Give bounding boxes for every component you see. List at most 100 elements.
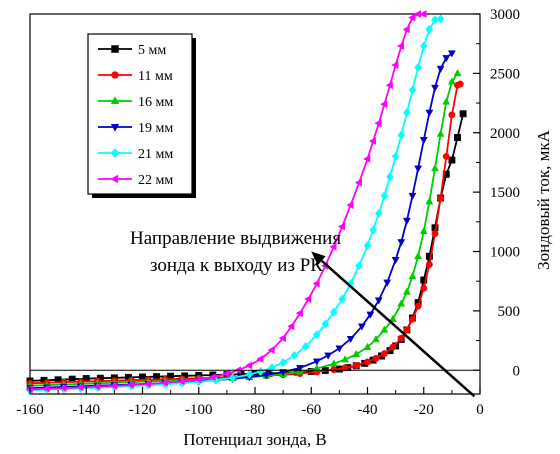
data-point bbox=[436, 65, 445, 73]
data-point bbox=[408, 192, 417, 201]
data-point bbox=[304, 295, 312, 303]
data-point bbox=[355, 261, 363, 271]
data-point bbox=[459, 110, 467, 118]
data-point bbox=[312, 364, 321, 372]
y-tick-label: 1000 bbox=[490, 245, 520, 261]
data-point bbox=[290, 350, 299, 360]
data-point bbox=[419, 10, 427, 18]
legend-marker bbox=[111, 71, 119, 79]
annotation-arrowhead bbox=[311, 251, 326, 266]
data-point bbox=[436, 14, 445, 24]
y-tick-label: 0 bbox=[513, 363, 521, 379]
data-point bbox=[352, 362, 360, 369]
data-point bbox=[431, 230, 439, 238]
data-point bbox=[245, 369, 254, 380]
data-point bbox=[110, 381, 118, 390]
data-point bbox=[330, 366, 338, 374]
data-point bbox=[414, 251, 423, 260]
x-tick-label: -140 bbox=[73, 402, 101, 418]
legend-marker bbox=[110, 123, 120, 132]
annotation: Направление выдвижения зонда к выходу из… bbox=[130, 228, 476, 398]
data-point bbox=[363, 342, 372, 350]
data-point bbox=[414, 302, 422, 310]
data-point bbox=[391, 61, 399, 70]
data-point bbox=[380, 100, 388, 109]
x-tick-label: -40 bbox=[358, 402, 378, 418]
data-point bbox=[352, 349, 361, 358]
data-point bbox=[364, 358, 371, 366]
data-point bbox=[228, 373, 237, 383]
x-tick-label: -120 bbox=[129, 402, 157, 418]
legend-entry: 5 мм bbox=[98, 43, 166, 58]
data-point bbox=[420, 276, 428, 284]
data-point bbox=[397, 130, 406, 140]
data-point bbox=[453, 69, 462, 77]
data-point bbox=[414, 62, 422, 72]
data-point bbox=[245, 361, 253, 370]
data-point bbox=[402, 287, 411, 295]
axis-layer: -160 -140 -120 -100 -80 -60 -40 -20 0 0 500 1000 150… bbox=[16, 7, 520, 418]
data-point bbox=[371, 335, 380, 343]
data-point bbox=[431, 164, 439, 172]
data-point bbox=[301, 341, 310, 352]
data-point bbox=[337, 222, 345, 231]
data-point bbox=[177, 377, 185, 386]
data-point bbox=[279, 369, 288, 377]
data-point bbox=[402, 217, 411, 225]
data-point bbox=[388, 314, 397, 322]
data-point bbox=[447, 50, 456, 58]
series-line bbox=[29, 13, 424, 391]
data-point bbox=[397, 334, 405, 342]
data-point bbox=[296, 365, 304, 373]
data-point bbox=[312, 279, 320, 288]
data-point bbox=[363, 241, 372, 251]
legend-items: 5 мм 11 мм 16 мм 19 мм 21 мм 22 мм bbox=[98, 43, 173, 188]
data-point bbox=[329, 242, 337, 251]
data-point bbox=[425, 24, 434, 34]
legend-entry: 21 мм bbox=[98, 147, 173, 162]
data-point bbox=[262, 372, 271, 380]
legend-entry: 22 мм bbox=[98, 173, 173, 188]
data-point bbox=[341, 364, 349, 372]
data-point bbox=[425, 197, 434, 205]
data-point bbox=[366, 311, 375, 319]
data-point bbox=[425, 109, 434, 117]
data-point bbox=[313, 330, 321, 340]
data-point bbox=[354, 178, 362, 187]
data-point bbox=[369, 225, 377, 235]
legend-label: 21 мм bbox=[138, 147, 173, 162]
data-point bbox=[442, 55, 451, 63]
data-point bbox=[397, 299, 406, 307]
data-point bbox=[437, 194, 445, 202]
data-point bbox=[386, 172, 394, 182]
legend-marker bbox=[110, 174, 119, 184]
data-point bbox=[321, 319, 330, 329]
y-tick-label: 2500 bbox=[490, 66, 520, 82]
data-point bbox=[396, 42, 405, 51]
data-point bbox=[222, 369, 230, 378]
data-point bbox=[346, 201, 354, 210]
data-point bbox=[419, 41, 428, 51]
data-point bbox=[59, 384, 67, 393]
data-point bbox=[363, 154, 371, 163]
data-point bbox=[324, 352, 333, 360]
legend-marker bbox=[110, 96, 120, 105]
legend-label: 22 мм bbox=[138, 173, 173, 188]
data-point bbox=[346, 335, 355, 344]
x-axis-label: Потенциал зонда, В bbox=[183, 430, 327, 449]
data-point bbox=[402, 25, 410, 34]
data-point bbox=[391, 151, 400, 162]
data-point bbox=[372, 354, 380, 362]
data-point bbox=[425, 261, 433, 269]
data-point bbox=[409, 315, 416, 323]
legend-box bbox=[87, 33, 193, 195]
data-point bbox=[312, 358, 321, 366]
x-tick-label: -100 bbox=[185, 402, 213, 418]
data-point bbox=[414, 165, 423, 173]
y-axis-label: Зондовый ток, мкА bbox=[534, 129, 553, 270]
legend-entry: 16 мм bbox=[98, 95, 173, 110]
data-point bbox=[380, 325, 389, 333]
data-point bbox=[335, 345, 344, 353]
data-point bbox=[431, 84, 439, 92]
